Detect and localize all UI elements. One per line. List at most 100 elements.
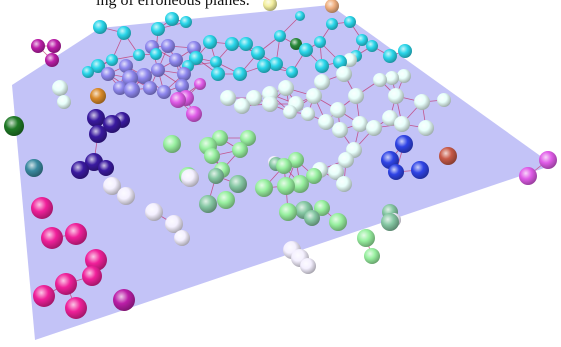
atom-sphere xyxy=(315,59,329,73)
atom-sphere xyxy=(398,44,412,58)
atom-sphere xyxy=(55,273,77,295)
atom-sphere xyxy=(239,37,253,51)
atom-sphere xyxy=(161,39,175,53)
atom-sphere xyxy=(262,96,278,112)
atom-sphere xyxy=(31,197,53,219)
atom-sphere xyxy=(314,200,330,216)
atom-sphere xyxy=(103,115,121,133)
atom-sphere xyxy=(352,116,368,132)
atom-sphere xyxy=(85,249,107,271)
atom-sphere xyxy=(98,160,114,176)
atom-sphere xyxy=(257,59,271,73)
atom-sphere xyxy=(41,227,63,249)
atom-sphere xyxy=(333,55,347,69)
atom-sphere xyxy=(318,114,334,130)
atom-sphere xyxy=(336,66,352,82)
atom-sphere xyxy=(150,48,162,60)
atom-sphere xyxy=(394,116,410,132)
atom-sphere xyxy=(278,80,294,96)
atom-sphere xyxy=(163,135,181,153)
atom-sphere xyxy=(204,148,220,164)
atom-sphere xyxy=(45,53,59,67)
atom-sphere xyxy=(82,66,94,78)
atom-sphere xyxy=(113,289,135,311)
atom-sphere xyxy=(52,80,68,96)
atom-sphere xyxy=(314,74,330,90)
atom-sphere xyxy=(304,210,320,226)
atom-sphere xyxy=(332,122,348,138)
atom-sphere xyxy=(225,37,239,51)
atom-sphere xyxy=(306,88,322,104)
atom-sphere xyxy=(136,68,152,84)
atom-sphere xyxy=(283,105,297,119)
atom-sphere xyxy=(210,56,222,68)
atom-sphere xyxy=(414,94,430,110)
atom-sphere xyxy=(306,168,322,184)
atom-sphere xyxy=(301,107,315,121)
atom-sphere xyxy=(170,92,186,108)
atom-sphere xyxy=(113,81,127,95)
atom-sphere xyxy=(169,53,183,67)
atom-sphere xyxy=(385,71,399,85)
atom-sphere xyxy=(251,46,265,60)
atom-sphere xyxy=(186,106,202,122)
atom-sphere xyxy=(57,95,71,109)
atom-sphere xyxy=(220,90,236,106)
atom-spheres xyxy=(4,0,557,319)
atom-sphere xyxy=(33,285,55,307)
atom-sphere xyxy=(4,116,24,136)
atom-sphere xyxy=(194,78,206,90)
atom-sphere xyxy=(388,88,404,104)
atom-sphere xyxy=(174,230,190,246)
atom-sphere xyxy=(263,0,277,11)
atom-sphere xyxy=(229,175,247,193)
atom-sphere xyxy=(133,49,145,61)
atom-sphere xyxy=(330,102,346,118)
atom-sphere xyxy=(439,147,457,165)
atom-sphere xyxy=(117,187,135,205)
atom-sphere xyxy=(299,43,313,57)
atom-sphere xyxy=(232,142,248,158)
atom-sphere xyxy=(189,51,203,65)
atom-sphere xyxy=(255,179,273,197)
atom-sphere xyxy=(25,159,43,177)
atom-sphere xyxy=(344,16,356,28)
atom-sphere xyxy=(336,176,352,192)
atom-sphere xyxy=(145,203,163,221)
atom-sphere xyxy=(314,36,326,48)
atom-sphere xyxy=(90,88,106,104)
atom-sphere xyxy=(437,93,451,107)
atom-sphere xyxy=(106,54,118,66)
atom-sphere xyxy=(65,223,87,245)
atom-sphere xyxy=(269,57,283,71)
atom-sphere xyxy=(388,164,404,180)
atom-sphere xyxy=(124,82,140,98)
atom-sphere xyxy=(357,229,375,247)
atom-sphere xyxy=(103,177,121,195)
atom-sphere xyxy=(382,110,398,126)
atom-sphere xyxy=(291,175,309,193)
atom-sphere xyxy=(211,67,225,81)
atom-sphere xyxy=(277,177,295,195)
caption-text: ing of erroneous planes. xyxy=(96,0,250,9)
atom-sphere xyxy=(143,81,157,95)
atom-sphere xyxy=(288,152,304,168)
atom-sphere xyxy=(122,70,138,86)
atom-sphere xyxy=(328,164,344,180)
atom-sphere xyxy=(397,69,411,83)
atom-sphere xyxy=(519,167,537,185)
atom-sphere xyxy=(373,73,387,87)
atom-sphere xyxy=(93,20,107,34)
atom-sphere xyxy=(119,59,133,73)
atom-sphere xyxy=(300,258,316,274)
atom-sphere xyxy=(383,49,397,63)
atom-sphere xyxy=(381,213,399,231)
atom-sphere xyxy=(240,130,256,146)
atom-sphere xyxy=(356,34,368,46)
atom-sphere xyxy=(151,22,165,36)
atom-sphere xyxy=(91,59,105,73)
atom-sphere xyxy=(348,88,364,104)
atom-sphere xyxy=(364,248,380,264)
atom-sphere xyxy=(366,40,378,52)
